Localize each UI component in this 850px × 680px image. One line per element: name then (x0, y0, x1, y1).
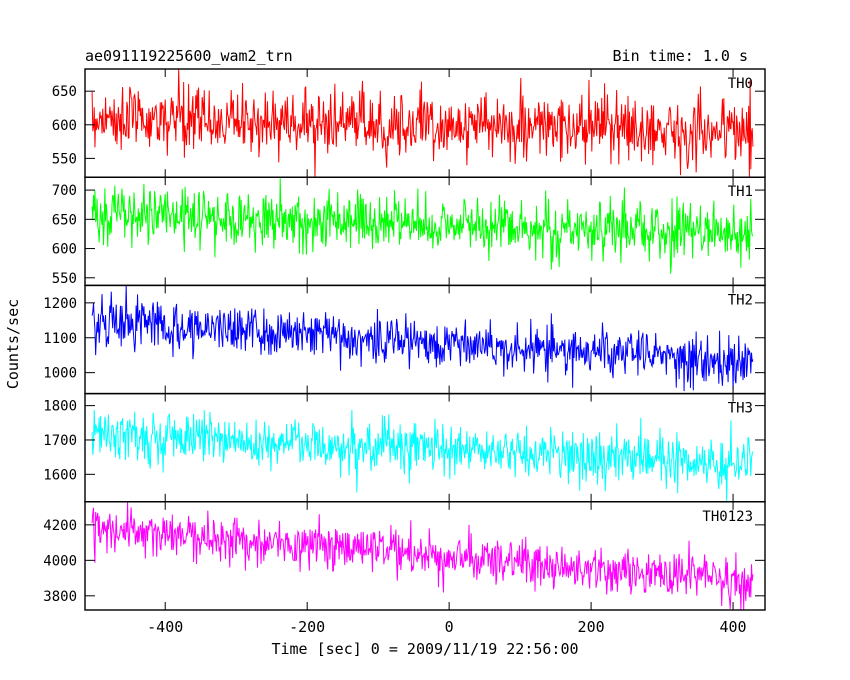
y-tick-label: 650 (52, 84, 77, 100)
x-tick-label: 0 (445, 618, 454, 636)
x-axis-label: Time [sec] 0 = 2009/11/19 22:56:00 (271, 640, 578, 658)
panel-th1: 550 600 650 700 TH1 (52, 176, 766, 287)
x-tick-label: 200 (578, 618, 605, 636)
panel-th0123: 3800 4000 4200 TH0123 (43, 501, 766, 611)
y-tick-label: 4200 (43, 518, 77, 534)
y-tick-label: 1200 (43, 296, 77, 312)
y-tick-label: 1100 (43, 331, 77, 347)
y-tick-label: 1000 (43, 366, 77, 382)
y-tick-label: 4000 (43, 553, 77, 569)
y-axis-label: Counts/sec (4, 299, 22, 389)
panel-label-th1: TH1 (728, 184, 753, 200)
y-tick-label: 600 (52, 242, 77, 258)
chart-title-right: Bin time: 1.0 s (613, 47, 748, 65)
y-tick-label: 700 (52, 183, 77, 199)
y-tick-label: 1600 (43, 467, 77, 483)
series-line-th2 (91, 285, 754, 392)
panel-label-th0: TH0 (728, 76, 753, 92)
series-line-th0 (91, 69, 754, 178)
series-line-th3 (91, 409, 754, 502)
chart-title-left: ae091119225600_wam2_trn (85, 47, 293, 65)
panel-th3: 1600 1700 1800 TH3 (43, 392, 766, 503)
panel-label-th0123: TH0123 (702, 509, 753, 525)
panel-label-th2: TH2 (728, 292, 753, 308)
panel-frame (84, 501, 766, 611)
x-tick-label: 400 (720, 618, 747, 636)
y-tick-label: 3800 (43, 589, 77, 605)
y-tick-label: 550 (52, 151, 77, 167)
panels-group: 550 600 650 TH0 550 600 650 700 TH1 1000 1100 1200 T… (43, 68, 766, 636)
x-tick-label: -200 (289, 618, 325, 636)
y-tick-label: 550 (52, 271, 77, 287)
y-tick-label: 1700 (43, 433, 77, 449)
panel-th2: 1000 1100 1200 TH2 (43, 284, 766, 395)
y-tick-label: 600 (52, 118, 77, 134)
y-tick-label: 1800 (43, 399, 77, 415)
panel-th0: 550 600 650 TH0 (52, 68, 766, 178)
x-tick-label: -400 (147, 618, 183, 636)
panel-label-th3: TH3 (728, 401, 753, 417)
y-tick-label: 650 (52, 212, 77, 228)
series-line-th0123 (91, 501, 754, 610)
series-line-th1 (91, 178, 754, 274)
